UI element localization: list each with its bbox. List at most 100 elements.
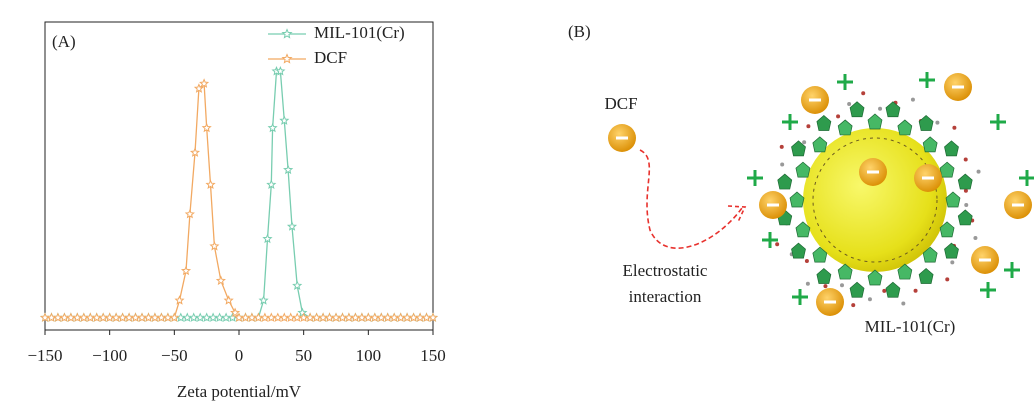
point-marker xyxy=(410,314,418,321)
legend-marker xyxy=(283,55,292,63)
mof-node xyxy=(914,289,918,293)
diagram-b: (B) DCF Electrostatic interaction MIL-10… xyxy=(568,22,1034,336)
mof-cluster xyxy=(946,192,960,207)
mof-cluster xyxy=(817,268,831,283)
point-marker xyxy=(125,314,133,321)
plot-frame xyxy=(45,22,433,330)
point-marker xyxy=(365,314,373,321)
x-tick-label: 100 xyxy=(356,346,382,365)
point-marker xyxy=(191,149,199,156)
mof-node xyxy=(861,91,865,95)
point-marker xyxy=(190,314,198,321)
point-marker xyxy=(203,314,211,321)
mof-cluster xyxy=(898,120,912,135)
mof-cluster xyxy=(919,116,933,131)
point-marker xyxy=(288,223,296,230)
minus-sign xyxy=(867,171,879,174)
interaction-label: interaction xyxy=(629,287,702,306)
point-marker xyxy=(293,282,301,289)
point-marker xyxy=(326,314,334,321)
point-marker xyxy=(80,314,88,321)
point-marker xyxy=(209,314,217,321)
mof-cluster xyxy=(944,141,958,156)
mof-node xyxy=(806,282,810,286)
mof-node xyxy=(952,126,956,130)
minus-sign xyxy=(616,137,628,140)
mof-node xyxy=(977,170,981,174)
point-marker xyxy=(378,314,386,321)
mof-node xyxy=(840,283,844,287)
point-marker xyxy=(176,296,184,303)
mof-cluster xyxy=(868,114,882,129)
plus-sign xyxy=(782,114,798,130)
arrow-head xyxy=(728,206,745,222)
point-marker xyxy=(138,314,146,321)
point-marker xyxy=(352,314,360,321)
panel-label: (A) xyxy=(52,32,76,51)
plus-sign xyxy=(747,170,763,186)
point-marker xyxy=(151,314,159,321)
mof-cluster xyxy=(813,137,827,152)
mof-label: MIL-101(Cr) xyxy=(865,317,956,336)
plus-sign xyxy=(1019,170,1034,186)
point-marker xyxy=(416,314,424,321)
x-tick-label: 150 xyxy=(420,346,446,365)
mof-node xyxy=(868,297,872,301)
point-marker xyxy=(423,314,431,321)
point-marker xyxy=(119,314,127,321)
mof-cluster xyxy=(886,282,900,297)
plus-sign xyxy=(762,232,778,248)
point-marker xyxy=(61,314,69,321)
point-marker xyxy=(284,166,292,173)
x-tick-label: 0 xyxy=(235,346,244,365)
mof-cluster xyxy=(958,210,972,225)
point-marker xyxy=(112,314,120,321)
series-line xyxy=(45,84,433,318)
point-marker xyxy=(67,314,75,321)
minus-sign xyxy=(922,177,934,180)
mof-node xyxy=(878,107,882,111)
plus-sign xyxy=(919,72,935,88)
mof-node xyxy=(775,242,779,246)
mof-node xyxy=(950,260,954,264)
point-marker xyxy=(306,314,314,321)
x-tick-label: 50 xyxy=(295,346,312,365)
mof-node xyxy=(836,114,840,118)
point-marker xyxy=(274,314,282,321)
legend-marker xyxy=(283,30,292,38)
point-marker xyxy=(177,314,185,321)
mof-node xyxy=(882,289,886,293)
x-tick-label: −50 xyxy=(161,346,188,365)
point-marker xyxy=(242,314,250,321)
point-marker xyxy=(268,314,276,321)
point-marker xyxy=(203,124,211,131)
point-marker xyxy=(196,314,204,321)
point-marker xyxy=(225,296,233,303)
point-marker xyxy=(248,314,256,321)
point-marker xyxy=(87,314,95,321)
point-marker xyxy=(158,314,166,321)
interaction-label: Electrostatic xyxy=(623,261,708,280)
plus-sign xyxy=(837,74,853,90)
point-marker xyxy=(222,314,230,321)
mof-cluster xyxy=(923,137,937,152)
mof-node xyxy=(945,277,949,281)
point-marker xyxy=(345,314,353,321)
point-marker xyxy=(186,210,194,217)
point-marker xyxy=(211,242,219,249)
mof-node xyxy=(780,145,784,149)
mof-cluster xyxy=(796,162,810,177)
point-marker xyxy=(54,314,62,321)
point-marker xyxy=(182,267,190,274)
minus-sign xyxy=(979,259,991,262)
legend-label: MIL-101(Cr) xyxy=(314,23,405,42)
point-marker xyxy=(371,314,379,321)
point-marker xyxy=(93,314,101,321)
plus-sign xyxy=(792,289,808,305)
series-line xyxy=(45,71,433,317)
mof-cluster xyxy=(868,270,882,285)
mof-node xyxy=(780,163,784,167)
mof-cluster xyxy=(790,192,804,207)
plus-sign xyxy=(990,114,1006,130)
arrow xyxy=(640,150,742,248)
